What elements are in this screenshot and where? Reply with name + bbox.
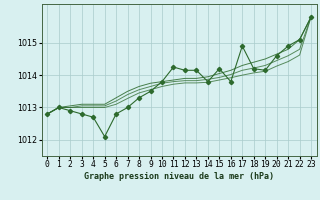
X-axis label: Graphe pression niveau de la mer (hPa): Graphe pression niveau de la mer (hPa)	[84, 172, 274, 181]
